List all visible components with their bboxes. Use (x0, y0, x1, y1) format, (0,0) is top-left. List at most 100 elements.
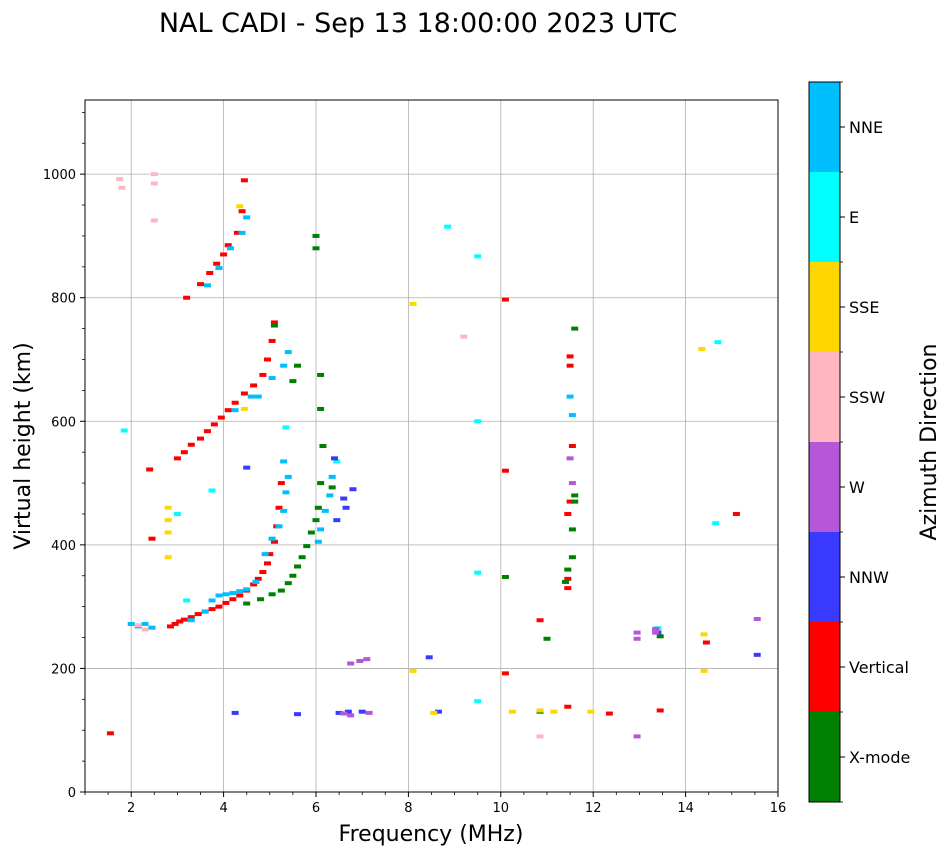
data-point (127, 621, 135, 626)
data-point (349, 487, 357, 492)
data-point (222, 592, 230, 597)
data-point (571, 499, 579, 504)
data-point (171, 621, 179, 626)
data-point (224, 408, 232, 413)
data-point (148, 536, 156, 541)
data-point (298, 555, 306, 560)
y-axis-ticks: 0 200 400 600 800 1000 (43, 111, 85, 801)
data-point (208, 488, 216, 493)
data-point (266, 552, 274, 557)
data-point (275, 524, 283, 529)
data-point (263, 561, 271, 566)
data-point (208, 607, 216, 612)
data-point (270, 539, 278, 544)
colorbar-segment (809, 712, 840, 802)
data-point (319, 444, 327, 448)
data-point (164, 530, 172, 535)
data-point (187, 615, 195, 620)
data-point (508, 709, 516, 714)
data-point (633, 636, 641, 641)
data-point (233, 230, 241, 235)
data-point (317, 372, 325, 377)
data-point (229, 591, 237, 596)
data-point (587, 709, 595, 714)
x-tick-label: 16 (770, 801, 787, 816)
data-point (425, 655, 433, 660)
x-tick-label: 2 (127, 801, 135, 816)
data-point (268, 376, 276, 381)
data-point (347, 661, 355, 666)
data-point (150, 181, 158, 186)
data-point (536, 708, 544, 713)
series-x-mode (243, 233, 664, 714)
x-tick-label: 8 (404, 801, 412, 816)
colorbar-segment (809, 442, 840, 532)
data-point (224, 243, 232, 248)
data-point (564, 704, 572, 709)
data-point (568, 444, 576, 448)
grid-lines (85, 100, 778, 792)
data-point (120, 428, 128, 433)
data-point (564, 511, 572, 516)
data-point (363, 657, 371, 662)
data-point (714, 340, 722, 345)
colorbar-segment (809, 352, 840, 442)
data-point (215, 266, 223, 271)
data-point (148, 625, 156, 630)
data-points (106, 172, 761, 739)
data-point (312, 246, 320, 251)
data-point (326, 493, 334, 498)
data-point (501, 468, 509, 473)
data-point (268, 338, 276, 343)
data-point (277, 481, 285, 486)
x-tick-label: 12 (585, 801, 602, 816)
data-point (231, 710, 239, 715)
data-point (215, 604, 223, 609)
data-point (312, 518, 320, 523)
data-point (566, 394, 574, 399)
data-point (270, 320, 278, 325)
data-point (203, 283, 211, 288)
data-point (564, 586, 572, 591)
data-point (250, 383, 258, 388)
data-point (173, 456, 181, 461)
data-point (254, 394, 262, 399)
data-point (240, 391, 248, 396)
data-point (294, 712, 302, 717)
data-point (164, 505, 172, 510)
data-point (277, 588, 285, 593)
data-point (566, 499, 574, 504)
data-point (702, 640, 710, 645)
data-point (236, 589, 244, 594)
data-point (700, 632, 708, 637)
series-vertical (106, 178, 740, 736)
data-point (307, 530, 315, 535)
colorbar-label-item: SSW (849, 388, 885, 407)
data-point (568, 481, 576, 486)
data-point (197, 436, 204, 441)
x-tick-label: 4 (219, 801, 227, 816)
data-point (259, 570, 267, 575)
data-point (698, 346, 706, 351)
colorbar-label-item: Vertical (849, 658, 909, 677)
data-point (180, 450, 188, 455)
data-point (280, 459, 288, 464)
colorbar-segment (809, 82, 840, 172)
data-point (231, 400, 239, 405)
colorbar: X-mode Vertical NNW W SSW SSE E NNE (808, 81, 910, 803)
data-point (213, 261, 221, 266)
data-point (134, 623, 142, 628)
data-point (536, 618, 544, 623)
data-point (566, 363, 574, 368)
data-point (141, 627, 149, 632)
data-point (180, 617, 188, 622)
data-point (243, 465, 251, 470)
data-point (243, 601, 251, 606)
data-point (347, 713, 355, 718)
data-point (501, 574, 509, 579)
data-point (220, 252, 228, 257)
y-tick-label: 400 (51, 539, 76, 554)
series-nne (127, 215, 576, 630)
data-point (444, 224, 452, 229)
